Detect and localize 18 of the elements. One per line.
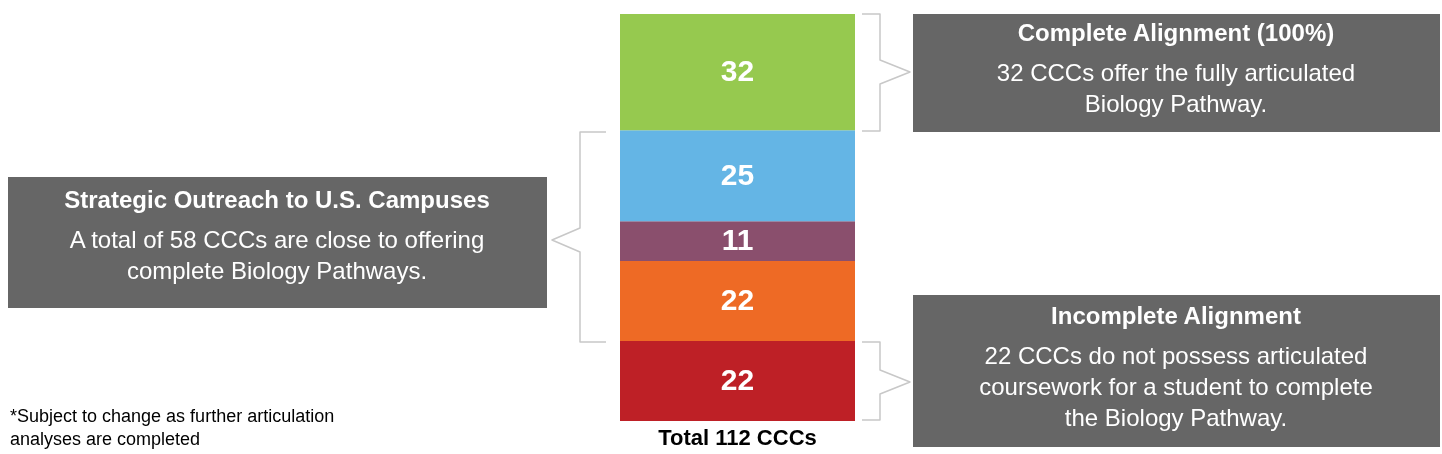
- bar: [620, 221, 855, 262]
- text: 22 CCCs do not possess articulated coursework for a student to complete the Biology Pathway.: [979, 342, 1373, 432]
- data-label: 25: [720, 157, 755, 191]
- x-axis-title: Total 112 CCCs: [658, 425, 817, 450]
- data-label: 11: [721, 223, 754, 257]
- text: Complete Alignment (100%): [1017, 19, 1335, 46]
- text: *Subject to change as further articulation analyses are completed: [10, 406, 335, 450]
- data-label: 22: [720, 363, 755, 397]
- data-label: 32: [720, 54, 755, 88]
- text: A total of 58 CCCs are close to offering complete Biology Pathways.: [69, 226, 485, 285]
- text: 32 CCCs offer the fully articulated Biology Pathway.: [996, 59, 1356, 118]
- bar: [620, 130, 855, 222]
- text: Strategic Outreach to U.S. Campuses: [64, 186, 490, 213]
- bar: [620, 14, 855, 131]
- data-label: 22: [720, 283, 755, 317]
- bar: [620, 341, 855, 421]
- text: Incomplete Alignment: [1051, 302, 1301, 329]
- bar: [620, 261, 855, 342]
